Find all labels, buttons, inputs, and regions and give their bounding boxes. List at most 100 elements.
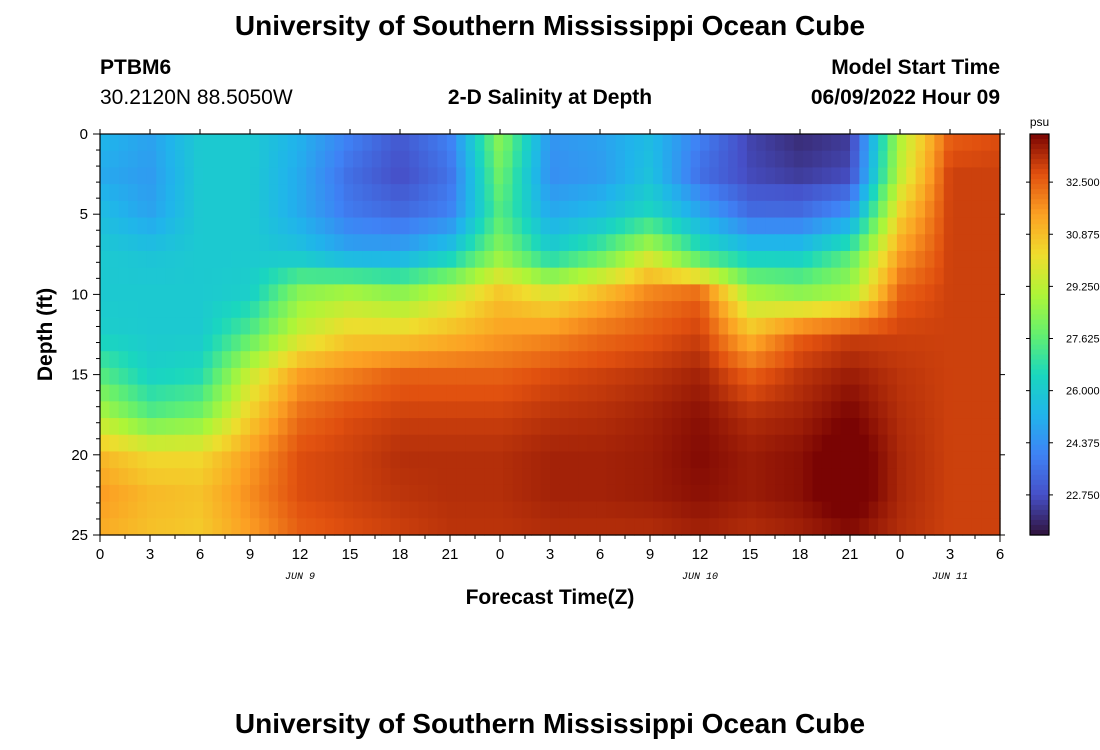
heatmap-cell xyxy=(484,150,495,169)
heatmap-cell xyxy=(906,167,917,185)
heatmap-cell xyxy=(681,284,692,302)
heatmap-cell xyxy=(100,284,110,302)
heatmap-cell xyxy=(971,451,982,469)
heatmap-cell xyxy=(306,351,317,369)
heatmap-cell xyxy=(878,468,889,486)
heatmap-cell xyxy=(943,384,954,402)
heatmap-cell xyxy=(184,167,195,185)
model-start-value: 06/09/2022 Hour 09 xyxy=(810,86,1000,109)
heatmap-cell xyxy=(615,518,626,536)
heatmap-cell xyxy=(259,301,270,319)
heatmap-cell xyxy=(109,468,120,486)
x-tick-label: 0 xyxy=(496,546,504,563)
heatmap-cell xyxy=(634,401,645,419)
heatmap-cell xyxy=(203,301,214,319)
heatmap-cell xyxy=(156,351,167,369)
heatmap-cell xyxy=(662,451,673,469)
heatmap-cell xyxy=(381,150,392,169)
heatmap-cell xyxy=(906,317,917,336)
heatmap-cell xyxy=(531,501,542,519)
heatmap-cell xyxy=(625,418,635,436)
heatmap-cell xyxy=(625,351,635,369)
heatmap-cell xyxy=(371,234,382,252)
heatmap-cell xyxy=(896,284,907,302)
colorbar-segment xyxy=(1030,449,1049,456)
heatmap-cell xyxy=(428,384,439,402)
heatmap-cell xyxy=(325,501,335,519)
heatmap-cell xyxy=(793,351,804,369)
heatmap-cell xyxy=(925,200,935,219)
heatmap-cell xyxy=(718,468,729,486)
heatmap-cell xyxy=(109,267,120,285)
heatmap-cell xyxy=(456,501,467,519)
heatmap-cell xyxy=(709,150,720,169)
heatmap-cell xyxy=(531,468,542,486)
heatmap-cell xyxy=(503,150,514,169)
heatmap-cell xyxy=(887,367,898,386)
heatmap-cell xyxy=(718,451,729,469)
heatmap-cell xyxy=(606,167,617,185)
heatmap-cell xyxy=(681,451,692,469)
heatmap-cell xyxy=(540,234,551,252)
heatmap-cell xyxy=(634,134,645,152)
heatmap-cell xyxy=(606,284,617,302)
heatmap-cell xyxy=(175,267,185,285)
heatmap-cell xyxy=(137,418,148,436)
heatmap-cell xyxy=(165,301,176,319)
heatmap-cell xyxy=(531,418,542,436)
heatmap-cell xyxy=(737,250,748,269)
heatmap-cell xyxy=(240,217,251,235)
heatmap-cell xyxy=(793,418,804,436)
heatmap-cell xyxy=(418,501,429,519)
heatmap-cell xyxy=(446,167,457,185)
heatmap-cell xyxy=(512,167,523,185)
heatmap-cell xyxy=(784,234,795,252)
heatmap-cell xyxy=(615,301,626,319)
heatmap-cell xyxy=(793,317,804,336)
heatmap-cell xyxy=(840,234,851,252)
heatmap-cell xyxy=(240,367,251,386)
heatmap-cell xyxy=(878,367,889,386)
heatmap-cell xyxy=(334,150,345,169)
heatmap-cell xyxy=(643,167,654,185)
heatmap-cell xyxy=(578,301,589,319)
heatmap-cell xyxy=(325,267,335,285)
heatmap-cell xyxy=(681,301,692,319)
heatmap-cell xyxy=(296,401,307,419)
colorbar-segment xyxy=(1030,529,1049,536)
heatmap-cell xyxy=(540,267,551,285)
heatmap-cell xyxy=(278,134,289,152)
heatmap-cell xyxy=(456,267,467,285)
heatmap-cell xyxy=(606,184,617,202)
heatmap-cell xyxy=(381,284,392,302)
heatmap-cell xyxy=(578,451,589,469)
heatmap-cell xyxy=(221,434,232,453)
heatmap-cell xyxy=(596,518,607,536)
x-axis-label: Forecast Time(Z) xyxy=(466,586,635,609)
heatmap-cell xyxy=(615,217,626,235)
heatmap-cell xyxy=(606,501,617,519)
heatmap-cell xyxy=(315,367,326,386)
heatmap-cell xyxy=(259,284,270,302)
heatmap-cell xyxy=(812,284,823,302)
heatmap-cell xyxy=(296,351,307,369)
heatmap-cell xyxy=(559,184,570,202)
heatmap-cell xyxy=(728,518,739,536)
x-tick-label: 6 xyxy=(996,546,1004,563)
heatmap-cell xyxy=(156,518,167,536)
heatmap-cell xyxy=(118,167,129,185)
heatmap-cell xyxy=(840,451,851,469)
heatmap-cell xyxy=(896,434,907,453)
heatmap-cell xyxy=(409,468,420,486)
heatmap-cell xyxy=(371,184,382,202)
heatmap-cell xyxy=(437,250,448,269)
heatmap-cell xyxy=(175,134,185,152)
heatmap-cell xyxy=(634,317,645,336)
heatmap-cell xyxy=(578,200,589,219)
heatmap-cell xyxy=(596,267,607,285)
heatmap-cell xyxy=(521,384,532,402)
heatmap-cell xyxy=(540,367,551,386)
heatmap-cell xyxy=(615,451,626,469)
heatmap-cell xyxy=(484,134,495,152)
heatmap-cell xyxy=(765,418,776,436)
